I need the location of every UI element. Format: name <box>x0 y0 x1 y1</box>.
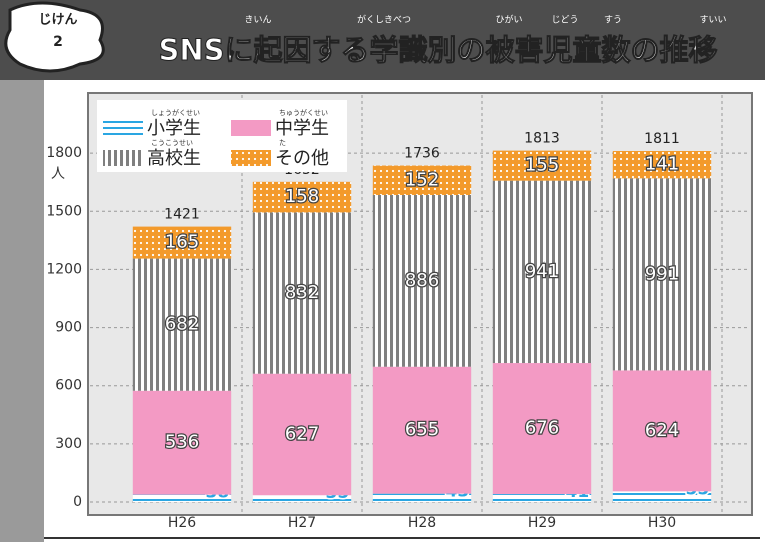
value-label: 141 <box>645 154 679 175</box>
y-tick-label: 300 <box>55 436 82 452</box>
y-tick-label: 1800 <box>46 145 82 161</box>
value-label: 158 <box>285 186 319 207</box>
side-strip <box>0 80 44 542</box>
value-label: 682 <box>165 314 199 335</box>
title-furigana: がくしきべつ <box>357 14 411 26</box>
legend-swatch <box>231 150 271 166</box>
value-label: 155 <box>525 155 559 176</box>
y-tick-label: 900 <box>55 320 82 336</box>
legend-label: その他 <box>275 148 329 169</box>
legend-label: 中学生 <box>275 118 329 139</box>
chart-title: SNSに起因する学識別の被害児童数の推移 <box>158 33 717 67</box>
value-label: 832 <box>285 282 319 303</box>
x-tick-label: H30 <box>648 515 676 531</box>
value-label: 991 <box>645 263 679 284</box>
total-label: 1421 <box>164 207 200 223</box>
y-unit: 人 <box>51 166 65 182</box>
value-label: 152 <box>405 169 439 190</box>
legend-swatch <box>103 120 143 136</box>
value-label: 941 <box>525 261 559 282</box>
legend-swatch <box>103 150 143 166</box>
legend-reading: た <box>279 139 286 147</box>
x-tick-label: H27 <box>288 515 316 531</box>
legend-label: 小学生 <box>147 118 201 139</box>
value-label: 886 <box>405 270 439 291</box>
value-label: 624 <box>645 420 679 441</box>
title-furigana: きいん <box>244 15 271 26</box>
badge-label: じけん <box>38 13 77 28</box>
x-tick-label: H29 <box>528 515 556 531</box>
title-furigana: すいい <box>699 15 726 26</box>
value-label: 165 <box>165 232 199 253</box>
page: じけん 2 SNSに起因する学識別の被害児童数の推移 きいん がくしきべつ ひがい じ… <box>0 0 765 542</box>
y-tick-label: 600 <box>55 378 82 394</box>
legend-reading: こうこうせい <box>151 139 193 147</box>
value-label: 676 <box>525 418 559 439</box>
value-label: 627 <box>285 423 319 444</box>
chart: じけん 2 SNSに起因する学識別の被害児童数の推移 きいん がくしきべつ ひがい じ… <box>0 0 765 542</box>
total-label: 1736 <box>404 146 440 162</box>
total-label: 1813 <box>524 131 560 147</box>
y-tick-label: 0 <box>73 494 82 510</box>
legend-swatch <box>231 120 271 136</box>
total-label: 1811 <box>644 131 680 147</box>
x-tick-label: H26 <box>168 515 196 531</box>
legend-reading: しょうがくせい <box>151 108 200 117</box>
value-label: 655 <box>405 419 439 440</box>
y-tick-label: 1200 <box>46 261 82 277</box>
legend-reading: ちゅうがくせい <box>279 108 328 117</box>
title-furigana: すう <box>604 15 622 26</box>
title-furigana: じどう <box>551 15 578 26</box>
value-label: 536 <box>165 432 199 453</box>
title-furigana: ひがい <box>495 14 522 26</box>
x-tick-label: H28 <box>408 515 436 531</box>
legend-label: 高校生 <box>147 148 201 169</box>
badge-number: 2 <box>53 34 63 50</box>
y-tick-label: 1500 <box>46 203 82 219</box>
